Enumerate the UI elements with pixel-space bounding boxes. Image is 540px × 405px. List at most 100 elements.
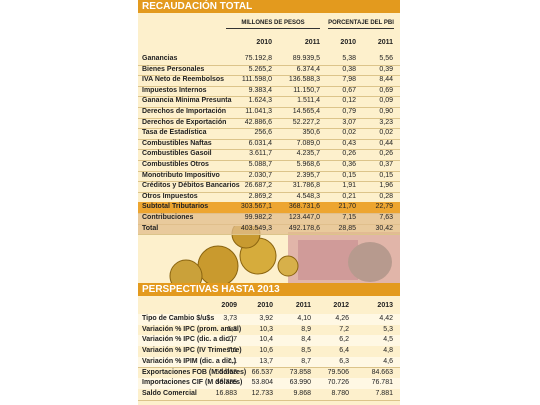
row-label: Combustibles Otros xyxy=(142,161,209,168)
table-row xyxy=(138,54,400,66)
row-label: Variación % IPC (prom. anual) xyxy=(142,325,242,333)
cell: 1.511,4 xyxy=(297,97,320,105)
table-row xyxy=(138,388,400,401)
cell: 0,02 xyxy=(379,129,393,137)
row-label: Derechos de Importación xyxy=(142,108,227,115)
cell: 8,5 xyxy=(301,347,311,355)
cell: 30,42 xyxy=(375,224,393,232)
cell: 0,44 xyxy=(379,139,393,147)
cell: 0,26 xyxy=(342,150,356,158)
row-label: Exportaciones FOB (M dólares) xyxy=(142,368,247,376)
year-header: 2011 xyxy=(295,302,311,309)
cell: 4.548,3 xyxy=(296,192,320,200)
cell: 13,7 xyxy=(259,357,273,365)
cell: 12.733 xyxy=(251,389,273,397)
cell: 3,92 xyxy=(259,315,273,322)
cell: 8,9 xyxy=(301,325,311,333)
row-label: Monotributo Impositivo xyxy=(142,171,220,179)
cell: 7.089,0 xyxy=(296,139,320,147)
cell: 1,96 xyxy=(379,182,393,190)
cell: 75.192,8 xyxy=(244,55,272,62)
cell: 11.041,3 xyxy=(245,108,272,115)
cell: 6.374,4 xyxy=(296,65,320,73)
cell: 7,98 xyxy=(342,76,356,84)
table-row xyxy=(138,96,400,108)
cell: 6,4 xyxy=(339,347,349,355)
cell: 14.565,4 xyxy=(292,108,320,115)
table-row xyxy=(138,181,400,193)
year-header: 2010 xyxy=(340,39,356,46)
cell: 5.968,6 xyxy=(296,161,320,168)
row-label: Impuestos Internos xyxy=(142,86,207,94)
cell: 0,90 xyxy=(379,108,393,115)
cell: 84.663 xyxy=(371,368,393,376)
year-header: 2013 xyxy=(377,302,393,309)
table-row xyxy=(138,65,400,77)
cell: 7,63 xyxy=(379,214,393,221)
cell: 6,3 xyxy=(339,357,349,365)
year-header: 2011 xyxy=(377,39,393,46)
cell: 52.227,2 xyxy=(292,118,320,126)
row-label: Variación % IPC (dic. a dic.) xyxy=(142,336,234,344)
cell: 368.731,6 xyxy=(288,203,320,211)
row-label: Ganancias xyxy=(142,55,178,62)
section-title: RECAUDACIÓN TOTAL xyxy=(138,0,400,13)
cell: 0,28 xyxy=(379,192,393,200)
cell: 4,8 xyxy=(383,347,393,355)
year-header: 2012 xyxy=(333,302,349,309)
cell: 3,73 xyxy=(223,315,237,322)
row-label: Créditos y Débitos Bancarios xyxy=(142,182,240,190)
cell: 111.598,0 xyxy=(241,76,272,84)
row-label: Saldo Comercial xyxy=(142,389,197,397)
cell: 5.088,7 xyxy=(248,161,272,168)
cell: 8.780 xyxy=(331,389,349,397)
year-header: 2010 xyxy=(256,39,272,46)
cell: 76.781 xyxy=(371,379,393,387)
cell: 7,2 xyxy=(339,325,349,333)
row-label: Contribuciones xyxy=(142,214,194,221)
cell: 350,6 xyxy=(302,129,320,137)
cell: 63.990 xyxy=(289,379,311,387)
table-row xyxy=(138,223,400,236)
cell: 0,69 xyxy=(379,86,393,94)
cell: 0,21 xyxy=(342,192,356,200)
cell: 28,85 xyxy=(338,224,356,232)
cell: 5.265,2 xyxy=(248,65,272,73)
group-header: MILLONES DE PESOS xyxy=(226,18,320,29)
cell: 8,4 xyxy=(301,336,311,344)
cell: 2.395,7 xyxy=(296,171,320,179)
cell: 79.506 xyxy=(327,368,349,376)
cell: 0,43 xyxy=(342,139,356,147)
cell: 38.785 xyxy=(215,379,237,387)
cell: 0,26 xyxy=(379,150,393,158)
cell: 26.687,2 xyxy=(244,182,272,190)
section-title: PERSPECTIVAS HASTA 2013 xyxy=(138,283,400,296)
cell: 4.235,7 xyxy=(296,150,320,158)
cell: 21,70 xyxy=(338,203,356,211)
cell: 403.549,3 xyxy=(240,224,272,232)
row-label: Ganancia Mínima Presunta xyxy=(142,97,232,105)
cell: 53.804 xyxy=(251,379,273,387)
table-row xyxy=(138,149,400,161)
cell: 2.030,7 xyxy=(248,171,272,179)
table-row xyxy=(138,86,400,98)
cell: 89.939,5 xyxy=(292,55,320,62)
cell: 5,56 xyxy=(379,55,393,62)
year-header: 2009 xyxy=(221,302,237,309)
cell: 4,26 xyxy=(335,315,349,322)
table-row xyxy=(138,128,400,140)
cell: 31.786,8 xyxy=(292,182,320,190)
row-label: Total xyxy=(142,224,159,232)
cell: 6,2 xyxy=(339,336,349,344)
cell: 3,23 xyxy=(379,118,393,126)
cell: 10,3 xyxy=(259,325,273,333)
row-label: Tasa de Estadística xyxy=(142,129,207,137)
cell: 7.881 xyxy=(375,389,393,397)
cell: 256,6 xyxy=(254,129,272,137)
row-label: Derechos de Exportación xyxy=(142,118,227,126)
cell: 11.150,7 xyxy=(293,86,320,94)
cell: 9.868 xyxy=(293,389,311,397)
cell: 303.567,1 xyxy=(240,203,272,211)
cell: 73.858 xyxy=(289,368,311,376)
cell: 4,42 xyxy=(379,315,393,322)
